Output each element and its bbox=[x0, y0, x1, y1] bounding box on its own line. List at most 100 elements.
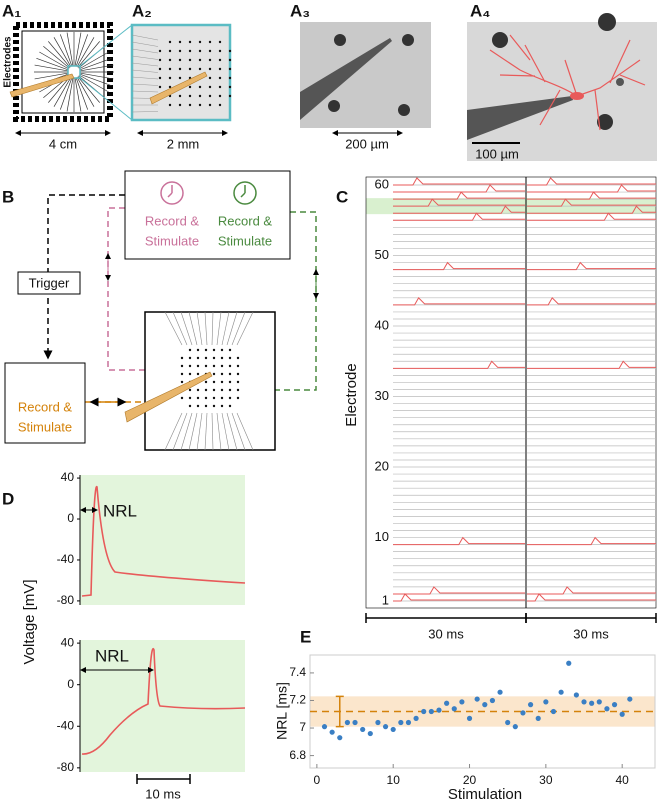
y-tick-label: 30 bbox=[375, 388, 389, 403]
electrode bbox=[209, 59, 211, 61]
electrode bbox=[219, 104, 221, 106]
electrode bbox=[209, 50, 211, 52]
mea-chip: Electrodes bbox=[3, 25, 114, 119]
electrode bbox=[179, 68, 181, 70]
point bbox=[459, 699, 464, 704]
point bbox=[391, 727, 396, 732]
electrode bbox=[221, 381, 223, 383]
electrode bbox=[169, 41, 171, 43]
electrode bbox=[205, 349, 207, 351]
electrode bbox=[237, 357, 239, 359]
electrode bbox=[221, 357, 223, 359]
electrode bbox=[237, 373, 239, 375]
point bbox=[589, 701, 594, 706]
point bbox=[612, 702, 617, 707]
electrode bbox=[229, 405, 231, 407]
point bbox=[528, 702, 533, 707]
point bbox=[566, 661, 571, 666]
electrode bbox=[197, 349, 199, 351]
scale-label: 4 cm bbox=[49, 136, 77, 151]
y-tick-label: -40 bbox=[57, 552, 75, 566]
point bbox=[581, 699, 586, 704]
y-tick-label: 7.4 bbox=[289, 665, 306, 679]
electrode bbox=[197, 397, 199, 399]
electrode bbox=[229, 373, 231, 375]
plot-area bbox=[80, 475, 245, 605]
electrode bbox=[197, 357, 199, 359]
unit-label: Stimulate bbox=[18, 419, 72, 434]
panel-label: C bbox=[336, 187, 348, 206]
electrode bbox=[179, 41, 181, 43]
electrode bbox=[229, 95, 231, 97]
y-axis-label: NRL [ms] bbox=[274, 682, 290, 740]
electrode bbox=[189, 50, 191, 52]
electrode bbox=[159, 86, 161, 88]
panel-label: A₃ bbox=[290, 1, 310, 20]
electrode bbox=[221, 389, 223, 391]
electrode bbox=[229, 389, 231, 391]
electrode bbox=[169, 77, 171, 79]
point bbox=[421, 709, 426, 714]
y-axis-label: Voltage [mV] bbox=[21, 579, 38, 664]
y-tick-label: 0 bbox=[67, 677, 74, 691]
point bbox=[627, 696, 632, 701]
point bbox=[497, 690, 502, 695]
spike-trace bbox=[393, 298, 656, 305]
y-tick-label: 10 bbox=[375, 529, 389, 544]
electrode bbox=[219, 77, 221, 79]
electrode bbox=[229, 50, 231, 52]
spike-trace bbox=[393, 178, 656, 185]
electrode bbox=[237, 365, 239, 367]
scale-label: 200 µm bbox=[345, 136, 389, 151]
electrode bbox=[179, 95, 181, 97]
x-axis-label: Stimulation bbox=[448, 786, 522, 802]
electrode bbox=[189, 86, 191, 88]
electrode bbox=[189, 41, 191, 43]
electrode bbox=[169, 59, 171, 61]
point bbox=[597, 699, 602, 704]
electrode bbox=[221, 349, 223, 351]
electrode bbox=[189, 59, 191, 61]
electrode bbox=[181, 357, 183, 359]
electrode bbox=[205, 365, 207, 367]
panel-label: E bbox=[300, 627, 311, 646]
electrode bbox=[229, 365, 231, 367]
electrode bbox=[229, 59, 231, 61]
electrode bbox=[189, 365, 191, 367]
point bbox=[429, 709, 434, 714]
point bbox=[513, 724, 518, 729]
y-tick-label: 50 bbox=[375, 247, 389, 262]
electrode bbox=[219, 86, 221, 88]
electrode bbox=[209, 95, 211, 97]
point bbox=[482, 702, 487, 707]
y-tick-label: 0 bbox=[67, 511, 74, 525]
electrode bbox=[189, 104, 191, 106]
electrode bbox=[189, 389, 191, 391]
electrode bbox=[221, 405, 223, 407]
electrode bbox=[213, 381, 215, 383]
electrode bbox=[169, 50, 171, 52]
panel-label: D bbox=[2, 489, 14, 508]
spike-trace bbox=[393, 361, 656, 368]
x-tick-label: 10 bbox=[387, 773, 401, 787]
electrode bbox=[179, 77, 181, 79]
y-tick-label: 7.2 bbox=[289, 693, 306, 707]
y-tick-label: 6.8 bbox=[289, 748, 306, 762]
electrode bbox=[159, 50, 161, 52]
electrode bbox=[189, 373, 191, 375]
electrode bbox=[221, 373, 223, 375]
electrode bbox=[181, 365, 183, 367]
electrode bbox=[213, 365, 215, 367]
scale-label: 2 mm bbox=[167, 136, 200, 151]
y-tick-label: 60 bbox=[375, 176, 389, 191]
point bbox=[345, 720, 350, 725]
unit-label: Stimulate bbox=[145, 233, 199, 248]
electrode bbox=[221, 397, 223, 399]
electrode bbox=[181, 381, 183, 383]
electrode bbox=[169, 104, 171, 106]
panel-label: A₂ bbox=[132, 1, 152, 20]
point bbox=[467, 716, 472, 721]
electrode bbox=[179, 50, 181, 52]
y-tick-label: 7 bbox=[299, 720, 306, 734]
electrode bbox=[199, 50, 201, 52]
